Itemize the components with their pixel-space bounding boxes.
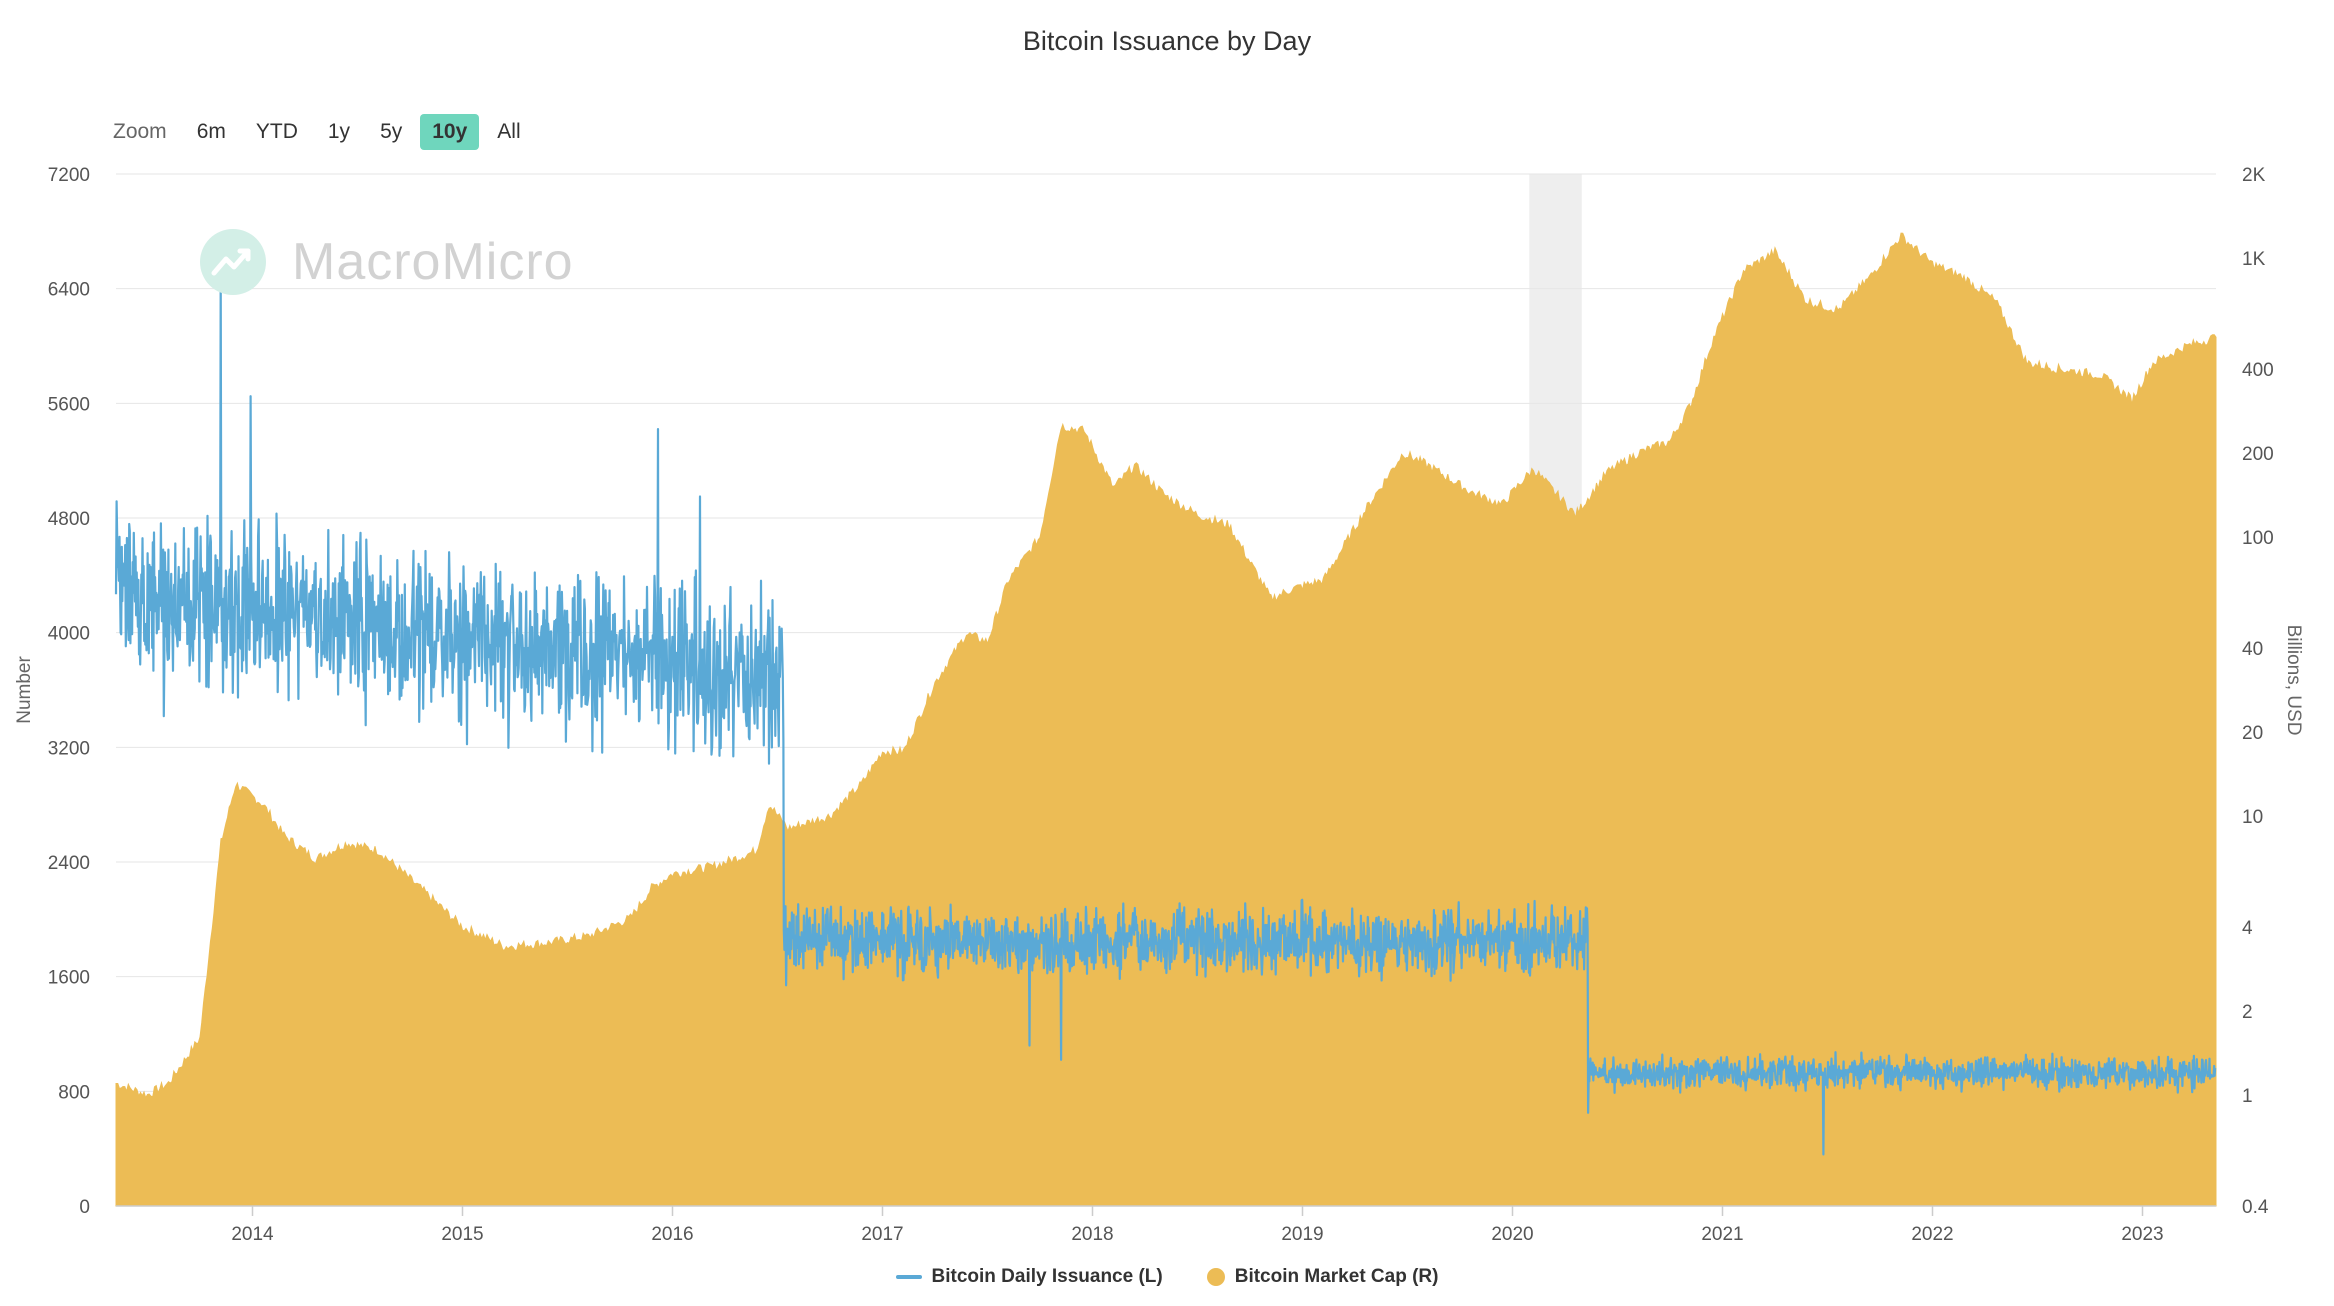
x-axis-tick-label: 2016 (651, 1224, 693, 1245)
right-axis-tick-label: 10 (2242, 807, 2263, 828)
right-axis-title: Billions, USD (2283, 625, 2304, 736)
left-axis-tick-label: 5600 (48, 394, 90, 415)
legend: Bitcoin Daily Issuance (L) Bitcoin Marke… (0, 1266, 2334, 1288)
legend-dot-marker (1206, 1268, 1225, 1286)
right-axis-tick-label: 2 (2242, 1002, 2253, 1023)
right-axis-tick-label: 200 (2242, 444, 2274, 465)
x-axis-tick-label: 2015 (441, 1224, 483, 1245)
zoom-button-10y[interactable]: 10y (420, 114, 480, 150)
left-axis-tick-label: 0 (79, 1197, 90, 1218)
left-axis-tick-label: 4800 (48, 509, 90, 530)
zoom-bar: Zoom 6m YTD 1y 5y 10y All (113, 114, 533, 150)
left-axis-tick-label: 3200 (48, 738, 90, 759)
watermark-text: MacroMicro (292, 233, 574, 291)
zoom-button-5y[interactable]: 5y (380, 120, 403, 143)
x-axis-tick-label: 2019 (1281, 1224, 1323, 1245)
chart-title: Bitcoin Issuance by Day (1022, 26, 1312, 56)
right-axis-tick-label: 100 (2242, 528, 2274, 549)
left-axis-tick-label: 800 (58, 1082, 90, 1103)
left-axis-title: Number (14, 656, 35, 724)
right-axis-tick-label: 1K (2242, 249, 2266, 270)
zoom-button-ytd[interactable]: YTD (255, 120, 298, 143)
legend-line-marker (895, 1275, 922, 1279)
right-axis-tick-label: 0.4 (2242, 1197, 2269, 1218)
legend-item-market-cap[interactable]: Bitcoin Market Cap (R) (1206, 1266, 1439, 1288)
right-axis-tick-label: 400 (2242, 360, 2274, 381)
x-axis-tick-label: 2014 (231, 1224, 274, 1245)
right-axis-tick-label: 1 (2242, 1086, 2253, 1107)
zoom-button-1y[interactable]: 1y (327, 120, 351, 143)
left-axis-tick-label: 1600 (48, 968, 90, 989)
left-axis-tick-label: 6400 (48, 280, 90, 301)
legend-label-market-cap: Bitcoin Market Cap (R) (1234, 1266, 1439, 1287)
macromicro-logo-icon (200, 229, 266, 295)
zoom-label: Zoom (113, 120, 167, 143)
zoom-button-6m[interactable]: 6m (196, 120, 226, 143)
x-axis-tick-label: 2023 (2121, 1224, 2163, 1245)
x-axis-tick-label: 2018 (1071, 1224, 1113, 1245)
market-cap-area (115, 232, 2217, 1207)
x-axis-tick-label: 2017 (861, 1224, 903, 1245)
left-axis-tick-label: 7200 (48, 165, 90, 186)
right-axis-tick-label: 20 (2242, 723, 2263, 744)
right-axis-tick-label: 2K (2242, 165, 2266, 186)
daily-issuance-line (114, 270, 2217, 1156)
right-axis-tick-label: 4 (2242, 918, 2253, 939)
left-axis-tick-label: 4000 (48, 624, 90, 645)
right-axis-tick-label: 40 (2242, 639, 2263, 660)
x-axis-tick-label: 2021 (1701, 1224, 1743, 1245)
left-axis-tick-label: 2400 (48, 853, 90, 874)
watermark: MacroMicro (200, 229, 574, 295)
zoom-button-all[interactable]: All (497, 120, 521, 143)
x-axis-tick-label: 2020 (1491, 1224, 1533, 1245)
legend-item-issuance[interactable]: Bitcoin Daily Issuance (L) (895, 1266, 1163, 1288)
legend-label-issuance: Bitcoin Daily Issuance (L) (931, 1266, 1163, 1287)
x-axis-tick-label: 2022 (1911, 1224, 1953, 1245)
